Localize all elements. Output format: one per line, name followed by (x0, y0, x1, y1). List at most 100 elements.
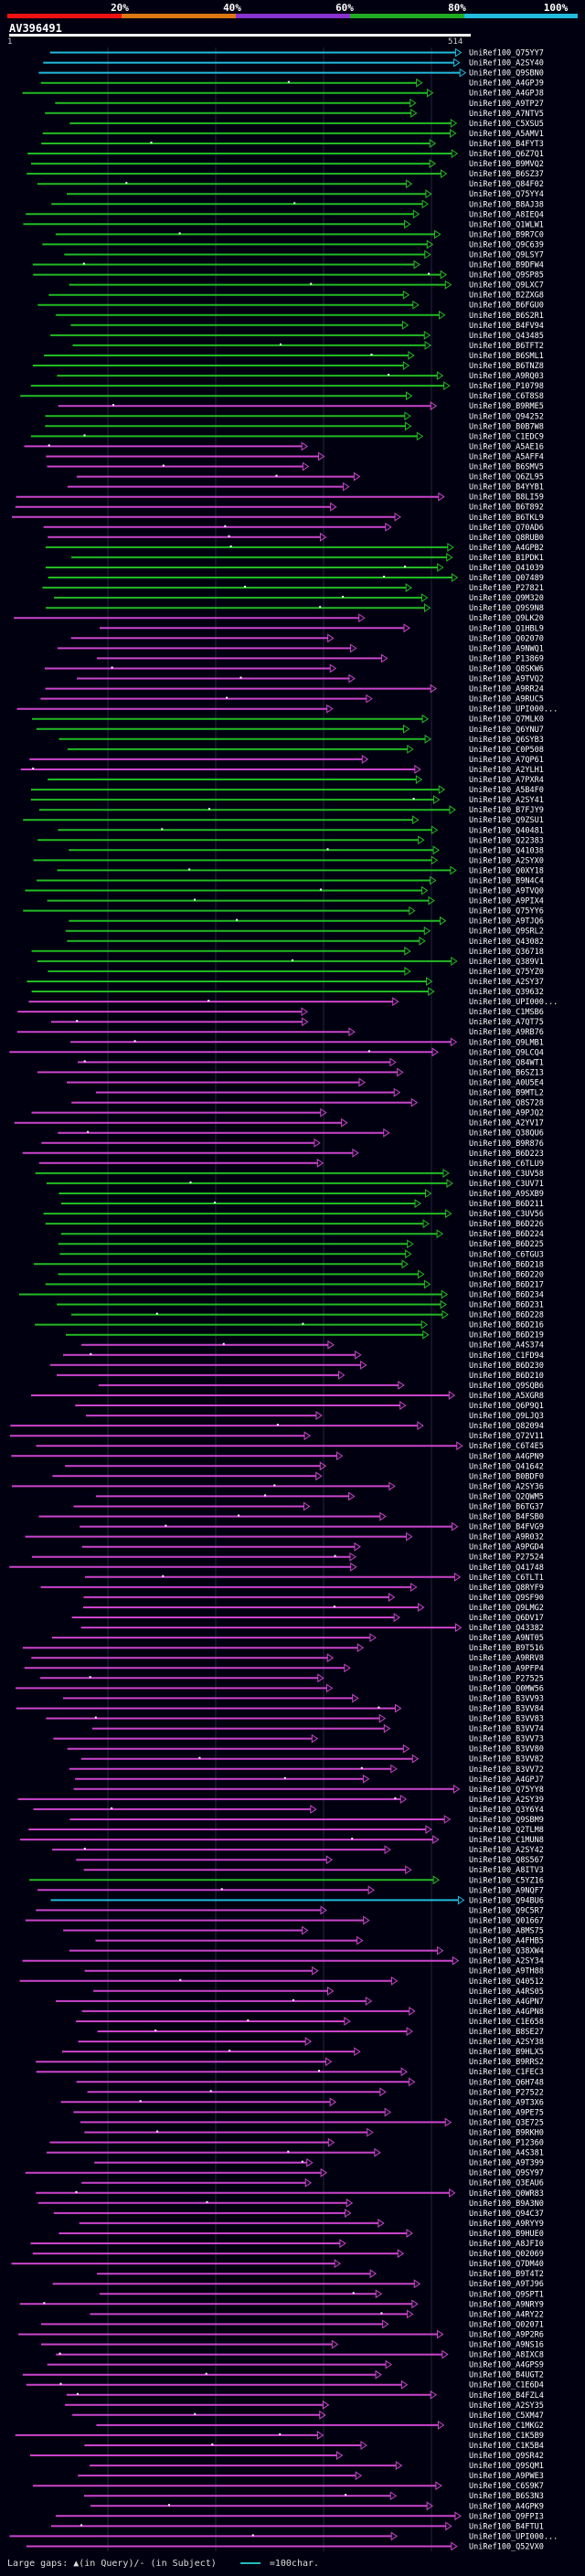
hit-label[interactable]: UniRef100_A2YV17 (469, 1119, 544, 1129)
hit-label[interactable]: UniRef100_C6TGU3 (469, 1250, 544, 1259)
hit-label[interactable]: UniRef100_C1MUN8 (469, 1836, 544, 1845)
hit-label[interactable]: UniRef100_Q9LMB1 (469, 1038, 544, 1047)
hit-label[interactable]: UniRef100_Q75YZ0 (469, 968, 544, 977)
hit-label[interactable]: UniRef100_C0P508 (469, 746, 544, 755)
hit-label[interactable]: UniRef100_B6TG37 (469, 1503, 544, 1512)
hit-label[interactable]: UniRef100_Q02070 (469, 634, 544, 643)
hit-label[interactable]: UniRef100_B6D224 (469, 1230, 544, 1239)
hit-label[interactable]: UniRef100_A7NTV5 (469, 110, 544, 119)
hit-label[interactable]: UniRef100_A4FHB5 (469, 1937, 544, 1946)
hit-label[interactable]: UniRef100_Q9SQM1 (469, 2462, 544, 2471)
hit-label[interactable]: UniRef100_B9N4C4 (469, 877, 544, 886)
hit-label[interactable]: UniRef100_Q70AD6 (469, 524, 544, 533)
hit-label[interactable]: UniRef100_B6D218 (469, 1260, 544, 1269)
hit-label[interactable]: UniRef100_Q9C5R7 (469, 1906, 544, 1915)
hit-label[interactable]: UniRef100_A2SYX0 (469, 856, 544, 865)
hit-label[interactable]: UniRef100_B4FTU1 (469, 2522, 544, 2531)
hit-label[interactable]: UniRef100_Q39632 (469, 988, 544, 997)
hit-label[interactable]: UniRef100_A4GPN7 (469, 1998, 544, 2007)
hit-label[interactable]: UniRef100_Q6DV17 (469, 1614, 544, 1623)
hit-label[interactable]: UniRef100_A9TVQ0 (469, 887, 544, 896)
hit-label[interactable]: UniRef100_C6S9K7 (469, 2482, 544, 2491)
hit-label[interactable]: UniRef100_A7PXR4 (469, 776, 544, 785)
hit-label[interactable]: UniRef100_Q9LK20 (469, 614, 544, 623)
hit-label[interactable]: UniRef100_B6D228 (469, 1311, 544, 1320)
hit-label[interactable]: UniRef100_B9HLX5 (469, 2048, 544, 2057)
hit-label[interactable]: UniRef100_B8AJ38 (469, 200, 544, 209)
hit-label[interactable]: UniRef100_A5AFF4 (469, 453, 544, 462)
hit-label[interactable]: UniRef100_B6FGU0 (469, 302, 544, 311)
hit-label[interactable]: UniRef100_B9MVQ2 (469, 160, 544, 169)
hit-label[interactable]: UniRef100_P27522 (469, 2088, 544, 2097)
hit-label[interactable]: UniRef100_Q9LJQ3 (469, 1412, 544, 1421)
hit-label[interactable]: UniRef100_Q9C639 (469, 240, 544, 249)
hit-label[interactable]: UniRef100_P13869 (469, 654, 544, 663)
hit-label[interactable]: UniRef100_P27524 (469, 1553, 544, 1563)
hit-label[interactable]: UniRef100_Q6SYB3 (469, 736, 544, 745)
hit-label[interactable]: UniRef100_B0B7W8 (469, 422, 544, 431)
hit-label[interactable]: UniRef100_Q7DM40 (469, 2260, 544, 2269)
hit-label[interactable]: UniRef100_B3VV82 (469, 1755, 544, 1765)
hit-label[interactable]: UniRef100_B6S2R1 (469, 312, 544, 321)
hit-label[interactable]: UniRef100_A9PWE3 (469, 2472, 544, 2481)
hit-label[interactable]: UniRef100_B4FYT3 (469, 140, 544, 149)
hit-label[interactable]: UniRef100_B2ZXG8 (469, 292, 544, 301)
hit-label[interactable]: UniRef100_A5AE16 (469, 442, 544, 451)
hit-label[interactable]: UniRef100_A9TH88 (469, 1967, 544, 1977)
hit-label[interactable]: UniRef100_Q07489 (469, 574, 544, 583)
hit-label[interactable]: UniRef100_A9NWQ1 (469, 644, 544, 653)
hit-label[interactable]: UniRef100_Q94C37 (469, 2210, 544, 2219)
hit-label[interactable]: UniRef100_Q1HBL9 (469, 624, 544, 633)
hit-label[interactable]: UniRef100_A9NQF7 (469, 1886, 544, 1895)
hit-label[interactable]: UniRef100_A8IXC8 (469, 2351, 544, 2360)
hit-label[interactable]: UniRef100_C1FEC3 (469, 2068, 544, 2077)
hit-label[interactable]: UniRef100_B6D234 (469, 1291, 544, 1300)
hit-label[interactable]: UniRef100_A9TP27 (469, 100, 544, 109)
hit-label[interactable]: UniRef100_A9TJ96 (469, 2280, 544, 2289)
hit-label[interactable]: UniRef100_UPI000... (469, 998, 558, 1007)
hit-label[interactable]: UniRef100_A4S374 (469, 1341, 544, 1351)
hit-label[interactable]: UniRef100_Q6H748 (469, 2078, 544, 2087)
hit-label[interactable]: UniRef100_B6D216 (469, 1321, 544, 1330)
hit-label[interactable]: UniRef100_P27821 (469, 584, 544, 593)
hit-label[interactable]: UniRef100_B9A3N0 (469, 2200, 544, 2209)
hit-label[interactable]: UniRef100_Q43382 (469, 1624, 544, 1633)
hit-label[interactable]: UniRef100_Q72V11 (469, 1432, 544, 1441)
hit-label[interactable]: UniRef100_Q02069 (469, 2250, 544, 2259)
hit-label[interactable]: UniRef100_A7QP61 (469, 756, 544, 765)
hit-label[interactable]: UniRef100_C5XM47 (469, 2412, 544, 2421)
hit-label[interactable]: UniRef100_A9RQ03 (469, 372, 544, 381)
hit-label[interactable]: UniRef100_B6D211 (469, 1200, 544, 1209)
hit-label[interactable]: UniRef100_Q9SBN0 (469, 69, 544, 79)
hit-label[interactable]: UniRef100_Q6P9Q1 (469, 1402, 544, 1411)
hit-label[interactable]: UniRef100_Q9SRL2 (469, 928, 544, 937)
hit-label[interactable]: UniRef100_Q9S9N8 (469, 604, 544, 613)
hit-label[interactable]: UniRef100_Q9LMG2 (469, 1604, 544, 1613)
hit-label[interactable]: UniRef100_Q94BU6 (469, 1896, 544, 1905)
hit-label[interactable]: UniRef100_A9R032 (469, 1533, 544, 1542)
hit-label[interactable]: UniRef100_Q8S728 (469, 1099, 544, 1108)
hit-label[interactable]: UniRef100_B1PDK1 (469, 554, 544, 563)
hit-label[interactable]: UniRef100_Q41039 (469, 564, 544, 573)
hit-label[interactable]: UniRef100_A2SY38 (469, 2038, 544, 2047)
hit-label[interactable]: UniRef100_Q75YY6 (469, 907, 544, 917)
hit-label[interactable]: UniRef100_A4GPJ9 (469, 80, 544, 89)
hit-label[interactable]: UniRef100_Q7MLK0 (469, 716, 544, 725)
hit-label[interactable]: UniRef100_UPI000... (469, 2532, 558, 2541)
hit-label[interactable]: UniRef100_B9RRS2 (469, 2058, 544, 2067)
hit-label[interactable]: UniRef100_A8IEQ4 (469, 210, 544, 219)
hit-label[interactable]: UniRef100_B4FVG9 (469, 1523, 544, 1532)
hit-label[interactable]: UniRef100_Q8RYF9 (469, 1584, 544, 1593)
hit-label[interactable]: UniRef100_B9T4T2 (469, 2270, 544, 2279)
hit-label[interactable]: UniRef100_B9T516 (469, 1644, 544, 1653)
hit-label[interactable]: UniRef100_A4GPN8 (469, 2008, 544, 2017)
hit-label[interactable]: UniRef100_A9TVQ2 (469, 675, 544, 684)
hit-label[interactable]: UniRef100_Q6ZL95 (469, 473, 544, 482)
hit-label[interactable]: UniRef100_B4FSB0 (469, 1513, 544, 1522)
hit-label[interactable]: UniRef100_A2SY36 (469, 1482, 544, 1491)
hit-label[interactable]: UniRef100_B6D217 (469, 1280, 544, 1289)
hit-label[interactable]: UniRef100_A9NRY9 (469, 2300, 544, 2309)
hit-label[interactable]: UniRef100_B6D210 (469, 1372, 544, 1381)
hit-label[interactable]: UniRef100_Q40512 (469, 1977, 544, 1987)
hit-label[interactable]: UniRef100_A9PIX4 (469, 897, 544, 906)
